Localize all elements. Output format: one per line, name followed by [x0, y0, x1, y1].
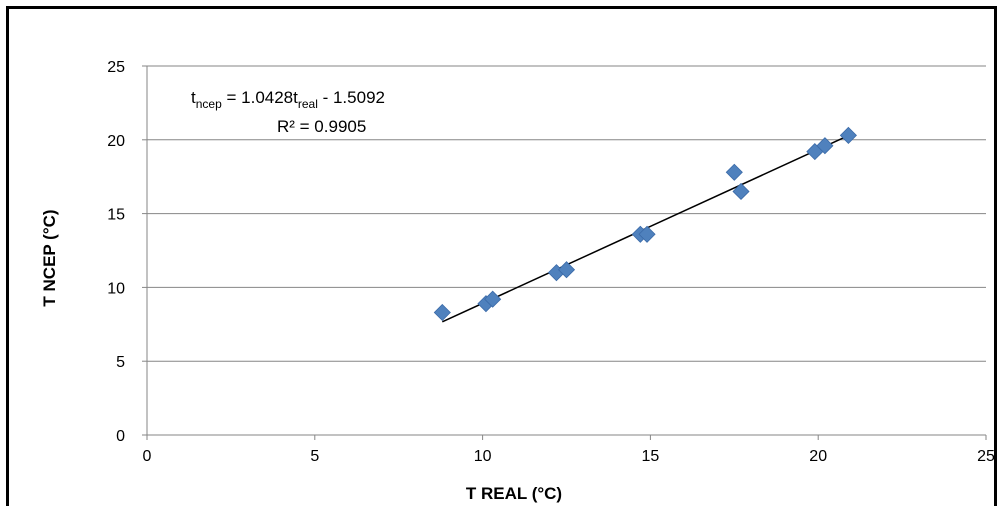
data-point	[433, 303, 451, 322]
y-tick-label: 0	[116, 428, 125, 445]
scatter-chart: 0 5 10 15 20 25 0 5 10 15 20 25 tncep = 1.0428treal…	[40, 59, 995, 503]
data-point	[484, 290, 502, 308]
data-point	[725, 163, 743, 181]
data-points	[433, 126, 857, 322]
y-tick-label: 15	[107, 207, 125, 224]
equation-lhs: t	[191, 88, 196, 107]
equation-lhs-subscript: ncep	[196, 97, 222, 111]
chart-frame: 0 5 10 15 20 25 0 5 10 15 20 25 tncep = 1.0428treal…	[6, 6, 997, 506]
data-point	[816, 137, 834, 155]
y-tick-label: 5	[116, 354, 125, 371]
axes	[142, 65, 987, 440]
x-tick-label: 10	[474, 448, 492, 465]
x-tick-label: 25	[977, 448, 995, 465]
y-tick-label: 10	[107, 280, 125, 297]
x-tick-label: 15	[642, 448, 660, 465]
r-squared-label: R² = 0.9905	[277, 117, 366, 136]
gridlines	[147, 65, 986, 362]
x-tick-label: 5	[310, 448, 319, 465]
data-point	[557, 261, 576, 279]
data-point	[839, 126, 857, 144]
equation-rhs-subscript: real	[298, 97, 318, 111]
x-tick-label: 0	[143, 448, 152, 465]
y-tick-label: 25	[107, 59, 125, 76]
equation-slope: = 1.0428t	[222, 88, 298, 107]
tick-labels: 0 5 10 15 20 25 0 5 10 15 20 25	[107, 59, 995, 465]
data-point	[732, 182, 750, 201]
data-point	[638, 225, 656, 243]
x-tick-label: 20	[809, 448, 827, 465]
x-axis-title: T REAL (°C)	[466, 484, 562, 503]
y-axis-title: T NCEP (°C)	[40, 209, 59, 306]
equation-label: tncep = 1.0428treal - 1.5092	[191, 88, 385, 111]
equation-intercept: - 1.5092	[318, 88, 385, 107]
y-tick-label: 20	[107, 133, 125, 150]
